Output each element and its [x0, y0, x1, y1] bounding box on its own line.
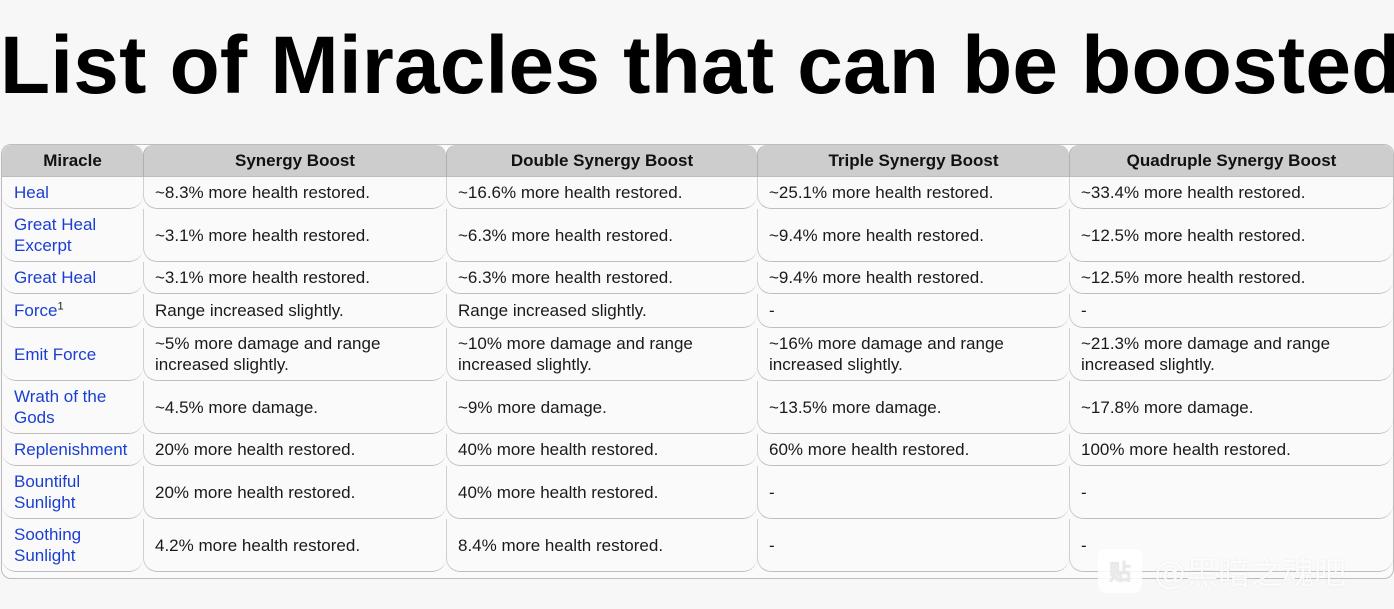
table-row: Great Heal Excerpt ~3.1% more health res…: [2, 209, 1393, 262]
triple-synergy-cell: -: [757, 294, 1069, 328]
miracle-link[interactable]: Great Heal: [14, 268, 97, 287]
triple-synergy-cell: -: [757, 519, 1069, 572]
double-synergy-cell: 8.4% more health restored.: [446, 519, 757, 572]
synergy-cell: 4.2% more health restored.: [143, 519, 446, 572]
triple-synergy-cell: ~13.5% more damage.: [757, 381, 1069, 434]
table-row: Heal ~8.3% more health restored. ~16.6% …: [2, 177, 1393, 209]
miracle-cell: Soothing Sunlight: [2, 519, 143, 572]
miracle-link[interactable]: Wrath of the Gods: [14, 387, 107, 427]
triple-synergy-cell: ~9.4% more health restored.: [757, 262, 1069, 294]
watermark-text: @黑暗之魂吧: [1154, 554, 1347, 592]
synergy-cell: ~8.3% more health restored.: [143, 177, 446, 209]
synergy-cell: 20% more health restored.: [143, 434, 446, 466]
miracle-cell: Bountiful Sunlight: [2, 466, 143, 519]
miracles-table: Miracle Synergy Boost Double Synergy Boo…: [2, 145, 1393, 572]
double-synergy-cell: ~16.6% more health restored.: [446, 177, 757, 209]
table-row: Great Heal ~3.1% more health restored. ~…: [2, 262, 1393, 294]
synergy-cell: ~3.1% more health restored.: [143, 209, 446, 262]
tieba-logo-icon: 贴: [1098, 549, 1142, 593]
header-miracle: Miracle: [2, 145, 143, 177]
double-synergy-cell: ~6.3% more health restored.: [446, 209, 757, 262]
double-synergy-cell: 40% more health restored.: [446, 434, 757, 466]
miracle-cell: Force1: [2, 294, 143, 328]
header-triple-synergy-boost: Triple Synergy Boost: [757, 145, 1069, 177]
miracle-cell: Wrath of the Gods: [2, 381, 143, 434]
quadruple-synergy-cell: ~12.5% more health restored.: [1069, 209, 1393, 262]
miracle-cell: Emit Force: [2, 328, 143, 381]
triple-synergy-cell: 60% more health restored.: [757, 434, 1069, 466]
table-header-row: Miracle Synergy Boost Double Synergy Boo…: [2, 145, 1393, 177]
double-synergy-cell: ~9% more damage.: [446, 381, 757, 434]
table-row: Wrath of the Gods ~4.5% more damage. ~9%…: [2, 381, 1393, 434]
synergy-cell: 20% more health restored.: [143, 466, 446, 519]
triple-synergy-cell: ~9.4% more health restored.: [757, 209, 1069, 262]
miracles-table-container: Miracle Synergy Boost Double Synergy Boo…: [1, 144, 1394, 579]
miracle-link[interactable]: Great Heal Excerpt: [14, 215, 97, 255]
triple-synergy-cell: ~25.1% more health restored.: [757, 177, 1069, 209]
miracle-link[interactable]: Replenishment: [14, 440, 128, 459]
quadruple-synergy-cell: ~33.4% more health restored.: [1069, 177, 1393, 209]
miracle-link[interactable]: Force: [14, 301, 58, 320]
footnote-marker[interactable]: 1: [57, 300, 64, 313]
miracle-cell: Replenishment: [2, 434, 143, 466]
quadruple-synergy-cell: ~21.3% more damage and range increased s…: [1069, 328, 1393, 381]
quadruple-synergy-cell: ~17.8% more damage.: [1069, 381, 1393, 434]
miracle-cell: Great Heal: [2, 262, 143, 294]
quadruple-synergy-cell: 100% more health restored.: [1069, 434, 1393, 466]
table-row: Emit Force ~5% more damage and range inc…: [2, 328, 1393, 381]
double-synergy-cell: ~10% more damage and range increased sli…: [446, 328, 757, 381]
watermark: 贴 @黑暗之魂吧: [1098, 548, 1346, 594]
header-synergy-boost: Synergy Boost: [143, 145, 446, 177]
header-quadruple-synergy-boost: Quadruple Synergy Boost: [1069, 145, 1393, 177]
miracle-link[interactable]: Bountiful Sunlight: [14, 472, 81, 512]
double-synergy-cell: 40% more health restored.: [446, 466, 757, 519]
double-synergy-cell: Range increased slightly.: [446, 294, 757, 328]
miracle-cell: Heal: [2, 177, 143, 209]
table-row: Bountiful Sunlight 20% more health resto…: [2, 466, 1393, 519]
table-row: Soothing Sunlight 4.2% more health resto…: [2, 519, 1393, 572]
page-title: List of Miracles that can be boosted: [0, 20, 1394, 111]
miracle-link[interactable]: Emit Force: [14, 344, 97, 364]
miracle-cell: Great Heal Excerpt: [2, 209, 143, 262]
miracle-link[interactable]: Soothing Sunlight: [14, 525, 82, 565]
triple-synergy-cell: -: [757, 466, 1069, 519]
synergy-cell: ~4.5% more damage.: [143, 381, 446, 434]
header-double-synergy-boost: Double Synergy Boost: [446, 145, 757, 177]
triple-synergy-cell: ~16% more damage and range increased sli…: [757, 328, 1069, 381]
miracle-link[interactable]: Heal: [14, 183, 49, 202]
synergy-cell: ~3.1% more health restored.: [143, 262, 446, 294]
table-row: Force1 Range increased slightly. Range i…: [2, 294, 1393, 328]
double-synergy-cell: ~6.3% more health restored.: [446, 262, 757, 294]
quadruple-synergy-cell: ~12.5% more health restored.: [1069, 262, 1393, 294]
quadruple-synergy-cell: -: [1069, 519, 1393, 572]
synergy-cell: ~5% more damage and range increased slig…: [143, 328, 446, 381]
quadruple-synergy-cell: -: [1069, 294, 1393, 328]
quadruple-synergy-cell: -: [1069, 466, 1393, 519]
synergy-cell: Range increased slightly.: [143, 294, 446, 328]
table-row: Replenishment 20% more health restored. …: [2, 434, 1393, 466]
